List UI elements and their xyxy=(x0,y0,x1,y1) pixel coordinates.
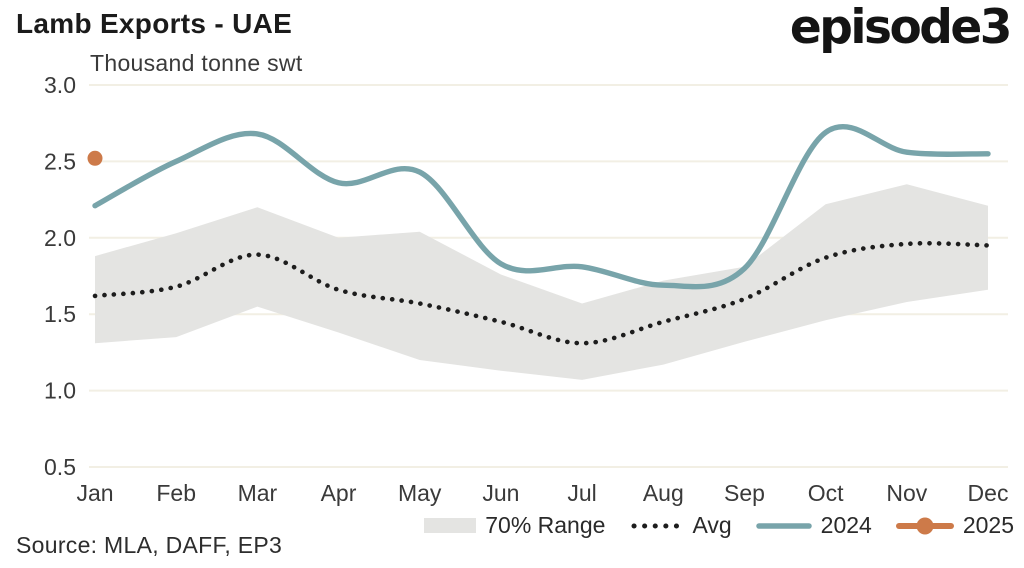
y-tick-label: 1.0 xyxy=(44,378,76,404)
dot-2025-sample xyxy=(916,517,934,534)
x-tick-label: Dec xyxy=(968,480,1009,506)
chart-legend: 70% Range Avg 2024 2025 xyxy=(424,512,1014,539)
y-tick-label: 1.5 xyxy=(44,301,76,327)
y-axis-unit-label: Thousand tonne swt xyxy=(90,50,303,76)
x-tick-label: Jul xyxy=(567,480,596,506)
x-tick-label: Apr xyxy=(321,480,357,506)
legend-item-2024: 2024 xyxy=(755,512,872,539)
dotted-line-sample-icon xyxy=(631,523,681,528)
legend-item-avg: Avg xyxy=(629,512,732,539)
chart-title: Lamb Exports - UAE xyxy=(16,8,293,39)
source-note: Source: MLA, DAFF, EP3 xyxy=(16,532,283,558)
legend-label-70-range: 70% Range xyxy=(485,512,606,538)
legend-label-avg: Avg xyxy=(692,512,732,538)
x-tick-label: Oct xyxy=(808,480,844,506)
x-tick-label: May xyxy=(398,480,442,506)
x-axis-labels: Jan Feb Mar Apr May Jun Jul Aug Sep Oct Nov Dec xyxy=(76,480,1008,506)
y-tick-label: 2.5 xyxy=(44,148,76,174)
avg-line xyxy=(92,240,991,346)
x-tick-label: Jun xyxy=(482,480,519,506)
points-2025 xyxy=(87,150,103,166)
legend-label-2025: 2025 xyxy=(962,512,1014,538)
x-tick-label: Sep xyxy=(724,480,765,506)
x-tick-label: Jan xyxy=(76,480,113,506)
x-tick-label: Feb xyxy=(156,480,196,506)
range-band xyxy=(95,184,988,380)
legend-label-2024: 2024 xyxy=(820,512,872,538)
legend-item-2025: 2025 xyxy=(895,512,1014,539)
y-axis-labels: 3.0 2.5 2.0 1.5 1.0 0.5 xyxy=(44,72,76,480)
line-2024 xyxy=(92,124,991,290)
range-band-swatch-icon xyxy=(424,518,477,533)
x-tick-label: Mar xyxy=(238,480,278,506)
point-2025 xyxy=(87,150,103,166)
episode3-logo: episode3 xyxy=(789,0,1013,55)
solid-line-sample-icon xyxy=(755,522,812,529)
x-tick-label: Nov xyxy=(886,480,927,506)
legend-item-70-range: 70% Range xyxy=(424,512,605,539)
x-tick-label: Aug xyxy=(643,480,684,506)
line-dot-sample-icon xyxy=(895,517,954,534)
y-tick-label: 0.5 xyxy=(44,454,76,480)
y-tick-label: 2.0 xyxy=(44,225,76,251)
y-tick-label: 3.0 xyxy=(44,72,76,98)
